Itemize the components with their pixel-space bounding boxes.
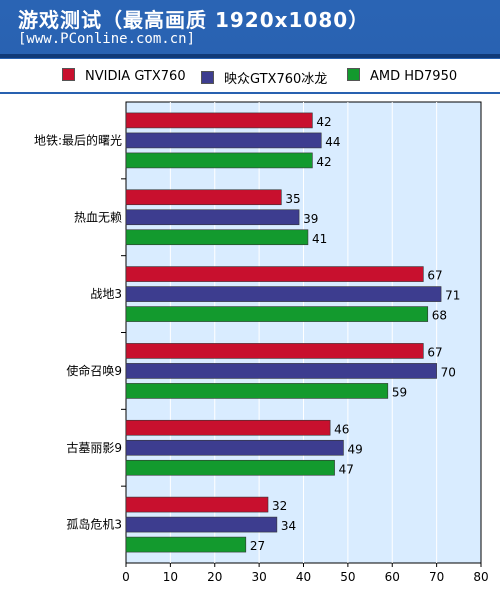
chart-title: 游戏测试（最高画质 1920x1080） <box>18 8 370 32</box>
category-label: 地铁:最后的曙光 <box>34 132 122 147</box>
bar-yingzhong <box>125 132 322 149</box>
data-label: 34 <box>281 519 296 533</box>
bar-yingzhong <box>125 439 344 456</box>
data-label: 59 <box>392 385 407 399</box>
x-tick-label: 70 <box>429 570 444 584</box>
legend-label-nvidia: NVIDIA GTX760 <box>85 69 186 84</box>
bar-amd <box>125 459 335 476</box>
legend-item-amd: AMD HD7950 <box>347 68 457 84</box>
bar-nvidia <box>125 343 424 359</box>
data-label: 49 <box>347 442 362 456</box>
legend-swatch-amd <box>347 68 360 81</box>
legend-swatch-nvidia <box>62 68 75 81</box>
data-label: 70 <box>441 365 456 379</box>
bar-yingzhong <box>125 209 300 226</box>
bar-nvidia <box>125 189 282 206</box>
data-label: 68 <box>432 309 447 323</box>
data-label: 32 <box>272 499 287 513</box>
data-label: 42 <box>316 155 331 169</box>
bar-yingzhong <box>125 363 437 379</box>
category-label: 热血无赖 <box>74 210 122 224</box>
data-label: 67 <box>427 345 442 359</box>
data-label: 44 <box>325 135 340 149</box>
data-label: 35 <box>285 192 300 206</box>
data-label: 39 <box>303 212 318 226</box>
data-label: 47 <box>339 462 354 476</box>
x-tick-label: 30 <box>251 570 266 584</box>
bar-amd <box>125 152 313 169</box>
x-tick-label: 80 <box>473 570 488 584</box>
bar-nvidia <box>125 496 269 513</box>
bar-amd <box>125 383 389 399</box>
category-label: 使命召唤9 <box>66 363 122 378</box>
x-tick-label: 10 <box>163 570 178 584</box>
legend-item-nvidia: NVIDIA GTX760 <box>62 68 186 84</box>
legend-label-amd: AMD HD7950 <box>370 69 458 84</box>
bar-nvidia <box>125 112 313 129</box>
data-label: 27 <box>250 539 265 553</box>
data-label: 42 <box>316 115 331 129</box>
legend: NVIDIA GTX760 映众GTX760冰龙 AMD HD7950 <box>0 59 500 92</box>
source-url: [www.PConline.com.cn] <box>18 31 196 47</box>
legend-label-yingzhong: 映众GTX760冰龙 <box>224 72 328 87</box>
x-tick-label: 40 <box>296 570 311 584</box>
legend-swatch-yingzhong <box>201 71 214 84</box>
legend-item-yingzhong: 映众GTX760冰龙 <box>201 68 327 87</box>
header-divider <box>0 54 500 58</box>
category-label: 古墓丽影9 <box>66 440 122 455</box>
bar-nvidia <box>125 266 424 282</box>
category-label: 战地3 <box>90 287 122 301</box>
x-tick-label: 0 <box>122 570 130 584</box>
bar-yingzhong <box>125 286 442 302</box>
data-label: 46 <box>334 422 349 436</box>
bar-amd <box>125 306 429 322</box>
x-tick-label: 20 <box>207 570 222 584</box>
category-label: 孤岛危机3 <box>66 517 122 532</box>
x-tick-label: 50 <box>340 570 355 584</box>
bar-yingzhong <box>125 516 278 533</box>
data-label: 67 <box>427 269 442 283</box>
bar-amd <box>125 229 309 246</box>
bar-amd <box>125 536 247 553</box>
data-label: 71 <box>445 289 460 303</box>
x-tick-label: 60 <box>385 570 400 584</box>
data-label: 41 <box>312 232 327 246</box>
bar-nvidia <box>125 419 331 436</box>
